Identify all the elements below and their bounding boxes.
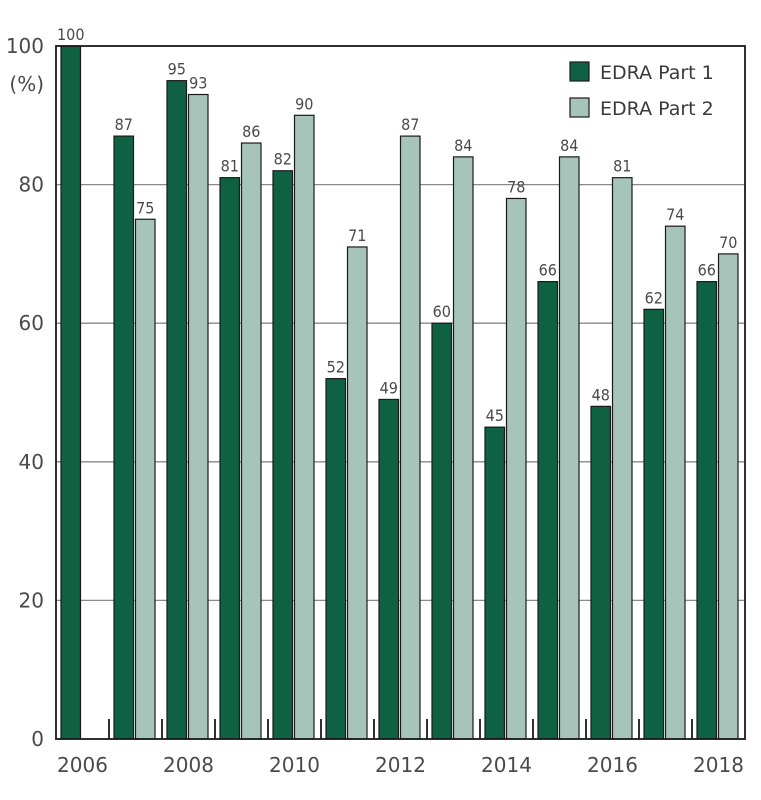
bar-1-2012 (378, 398, 400, 740)
data-label: 81 (613, 157, 631, 176)
y-tick-label: 80 (19, 173, 44, 197)
data-label: 66 (539, 261, 557, 280)
bar-2-2013 (452, 156, 474, 740)
bar-2-2017 (664, 225, 686, 740)
data-label: 78 (507, 177, 525, 196)
x-tick-label: 2016 (587, 753, 638, 777)
data-label: 48 (592, 385, 610, 404)
y-tick-label: 20 (19, 588, 44, 612)
bar-1-2006 (60, 45, 82, 740)
data-label: 71 (348, 226, 366, 245)
x-tick-label: 2008 (163, 753, 214, 777)
bar-2-2015 (558, 156, 580, 740)
y-tick-label: 40 (19, 450, 44, 474)
bar-2-2009 (240, 142, 262, 740)
bars: 100 87 95 81 82 52 49 60 45 66 48 62 66 75 93 86 90 71 87 8… (57, 25, 739, 740)
data-label: 87 (401, 115, 419, 134)
bar-2-2014 (505, 197, 527, 740)
data-label: 52 (327, 358, 345, 377)
y-tick-label: 100 (6, 34, 44, 58)
data-label: 81 (221, 157, 239, 176)
data-label: 84 (560, 136, 578, 155)
data-label: 90 (295, 94, 313, 113)
data-label: 74 (666, 205, 684, 224)
y-axis-unit-label: (%) (9, 72, 44, 96)
x-tick-label: 2018 (693, 753, 744, 777)
bar-1-2018 (696, 281, 718, 740)
data-label: 82 (274, 150, 292, 169)
bar-1-2008 (166, 80, 188, 740)
data-label: 62 (645, 288, 663, 307)
bar-2-2011 (346, 246, 368, 740)
bar-1-2009 (219, 177, 241, 740)
legend-swatch (569, 61, 590, 82)
legend-label: EDRA Part 2 (600, 98, 714, 120)
data-label: 60 (433, 302, 451, 321)
bar-2-2007 (134, 218, 156, 740)
bar-1-2011 (325, 378, 347, 740)
bar-2-2012 (399, 135, 421, 740)
data-label: 100 (57, 25, 84, 44)
legend-label: EDRA Part 1 (600, 62, 714, 84)
data-label: 84 (454, 136, 472, 155)
bar-1-2014 (484, 426, 506, 740)
y-tick-label: 0 (31, 727, 44, 751)
bar-1-2007 (113, 135, 135, 740)
data-label: 87 (115, 115, 133, 134)
data-label: 93 (189, 74, 207, 93)
bar-1-2010 (272, 170, 294, 740)
bar-2-2016 (611, 177, 633, 740)
bar-2-2010 (293, 114, 315, 740)
bar-1-2015 (537, 281, 559, 740)
data-label: 45 (486, 406, 504, 425)
data-label: 66 (698, 261, 716, 280)
data-label: 70 (719, 233, 737, 252)
bar-1-2016 (590, 405, 612, 740)
x-tick-label: 2014 (481, 753, 532, 777)
bar-2-2008 (187, 93, 209, 740)
data-label: 49 (380, 378, 398, 397)
axes: 0 20 40 60 80 100 (%) 2006 2008 2010 2012 2014 2016 2… (6, 34, 746, 777)
bar-1-2017 (643, 308, 665, 740)
x-tick-label: 2006 (57, 753, 108, 777)
bar-2-2018 (717, 253, 739, 740)
bar-1-2013 (431, 322, 453, 740)
data-label: 86 (242, 122, 260, 141)
data-label: 75 (136, 198, 154, 217)
data-label: 95 (168, 60, 186, 79)
x-tick-label: 2012 (375, 753, 426, 777)
plot-frame (55, 45, 746, 740)
legend-swatch (569, 97, 590, 118)
legend: EDRA Part 1 EDRA Part 2 (569, 61, 714, 120)
y-tick-label: 60 (19, 311, 44, 335)
x-tick-label: 2010 (269, 753, 320, 777)
